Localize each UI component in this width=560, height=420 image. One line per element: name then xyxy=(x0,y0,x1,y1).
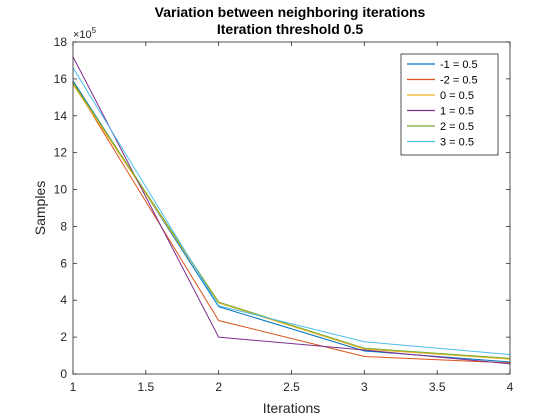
legend-label-0: -1 = 0.5 xyxy=(440,59,478,71)
y-tick-label: 14 xyxy=(54,109,68,123)
y-tick-label: 16 xyxy=(54,72,68,86)
x-tick-label: 2 xyxy=(215,380,222,394)
series-line-5 xyxy=(72,67,511,356)
chart-title-line-1: Variation between neighboring iterations xyxy=(155,4,426,20)
plot-frame xyxy=(72,41,511,375)
legend-label-4: 2 = 0.5 xyxy=(440,121,474,133)
y-tick-label: 12 xyxy=(54,146,68,160)
x-axis-label: Iterations xyxy=(263,400,321,416)
legend-box xyxy=(400,53,499,156)
x-tick-label: 4 xyxy=(507,380,514,394)
series-line-2 xyxy=(72,84,511,360)
y-tick-label: 8 xyxy=(60,219,67,233)
series-line-1 xyxy=(72,82,511,364)
legend-label-1: -2 = 0.5 xyxy=(440,75,478,87)
legend-label-5: 3 = 0.5 xyxy=(440,137,474,149)
legend-label-3: 1 = 0.5 xyxy=(440,106,474,118)
y-tick-label: 10 xyxy=(54,183,68,197)
y-tick-label: 0 xyxy=(60,367,67,381)
y-exponent-label: ×105 xyxy=(73,26,97,41)
ticks-layer: 1 1.5 2 2.5 3 3.5 4 0 2 4 6 8 10 12 14 16 18 xyxy=(54,35,514,394)
x-tick-label: 3.5 xyxy=(429,380,446,394)
series-line-4 xyxy=(72,82,511,359)
y-axis-label: Samples xyxy=(32,181,48,235)
y-tick-label: 4 xyxy=(60,293,67,307)
legend: -1 = 0.5 -2 = 0.5 0 = 0.5 1 = 0.5 2 = 0.5 3 =… xyxy=(400,53,499,156)
x-tick-label: 1.5 xyxy=(137,380,154,394)
y-tick-label: 6 xyxy=(60,256,67,270)
y-tick-label: 2 xyxy=(60,330,67,344)
series-layer xyxy=(72,56,511,365)
x-tick-label: 2.5 xyxy=(283,380,300,394)
x-tick-label: 1 xyxy=(70,380,77,394)
x-tick-label: 3 xyxy=(361,380,368,394)
chart-title-line-2: Iteration threshold 0.5 xyxy=(217,21,363,37)
legend-label-2: 0 = 0.5 xyxy=(440,90,474,102)
y-tick-label: 18 xyxy=(54,35,68,49)
series-line-3 xyxy=(72,56,511,365)
